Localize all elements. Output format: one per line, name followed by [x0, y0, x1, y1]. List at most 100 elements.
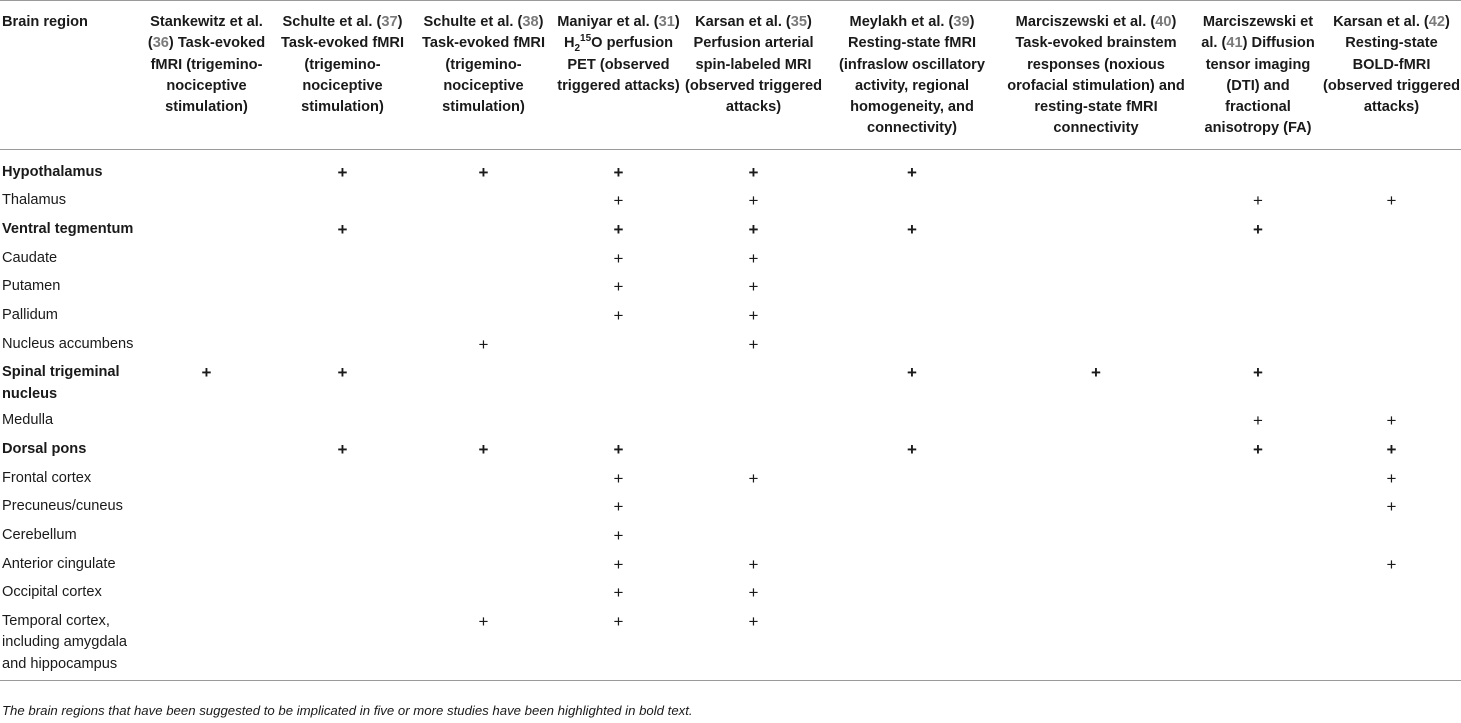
- implicated-mark: +: [613, 220, 624, 240]
- study-cell: +: [556, 465, 681, 494]
- table-row: Precuneus/cuneus + +: [0, 494, 1461, 523]
- study-cell: [998, 331, 1194, 360]
- study-cell: [826, 494, 998, 523]
- study-cell: [274, 274, 411, 303]
- study-cell: +: [681, 245, 826, 274]
- implicated-mark: +: [478, 162, 489, 182]
- study-cell: +: [556, 522, 681, 551]
- reference-link[interactable]: 36: [152, 35, 169, 52]
- reference-link[interactable]: 42: [1428, 14, 1446, 30]
- study-cell: +: [1194, 216, 1322, 245]
- implicated-mark: +: [748, 334, 759, 354]
- study-cell: +: [1322, 408, 1461, 437]
- reference-link[interactable]: 38: [522, 14, 539, 30]
- study-cell: [411, 408, 556, 437]
- reference-link[interactable]: 35: [790, 14, 808, 30]
- study-cell: [274, 331, 411, 360]
- study-cell: +: [556, 436, 681, 465]
- implicated-mark: +: [613, 468, 624, 488]
- implicated-mark: +: [907, 363, 917, 383]
- reference-link[interactable]: 31: [658, 14, 675, 30]
- study-cell: [998, 245, 1194, 274]
- study-cell: [998, 149, 1194, 187]
- column-header-title: Karsan et al. (: [1333, 14, 1429, 30]
- study-cell: +: [1322, 188, 1461, 217]
- study-cell: [1194, 608, 1322, 680]
- study-cell: +: [1322, 494, 1461, 523]
- table-row: Spinal trigeminal nucleus + + + + +: [0, 360, 1461, 408]
- study-cell: [998, 494, 1194, 523]
- study-cell: [826, 274, 998, 303]
- implicated-mark: +: [748, 468, 759, 488]
- study-cell: [556, 408, 681, 437]
- study-cell: +: [998, 360, 1194, 408]
- study-cell: [139, 580, 274, 609]
- study-cell: +: [681, 149, 826, 187]
- tracer-superscript: 15: [580, 33, 592, 45]
- study-cell: +: [411, 436, 556, 465]
- study-cell: [1194, 465, 1322, 494]
- study-cell: [998, 580, 1194, 609]
- reference-link[interactable]: 39: [953, 14, 970, 30]
- column-header-method: ) Perfusion arterial spin-labeled MRI (o…: [684, 14, 823, 116]
- table-row: Cerebellum +: [0, 522, 1461, 551]
- implicated-mark: +: [478, 440, 489, 460]
- implicated-mark: +: [613, 162, 624, 182]
- table-row: Ventral tegmentum + + + + +: [0, 216, 1461, 245]
- implicated-mark: +: [748, 191, 759, 211]
- study-cell: [826, 608, 998, 680]
- study-cell: [1322, 149, 1461, 187]
- study-cell: [998, 436, 1194, 465]
- study-cell: [826, 408, 998, 437]
- column-header-title: Schulte et al. (: [423, 14, 523, 30]
- study-cell: +: [681, 551, 826, 580]
- study-cell: +: [826, 436, 998, 465]
- column-header-study: Maniyar et al. (31) H215O perfusion PET …: [556, 1, 681, 150]
- study-cell: [998, 608, 1194, 680]
- study-cell: [1194, 302, 1322, 331]
- tracer-formula: H215O perfusion PET (observed triggered …: [557, 33, 679, 94]
- brain-region-table: Brain region Stankewitz et al. (36) Task-…: [0, 0, 1461, 681]
- study-cell: [139, 302, 274, 331]
- study-cell: [274, 580, 411, 609]
- implicated-mark: +: [1253, 220, 1263, 240]
- study-cell: [1194, 551, 1322, 580]
- column-header-study: Marciszewski et al. (41) Diffusion tenso…: [1194, 1, 1322, 150]
- study-cell: [411, 216, 556, 245]
- brain-region-cell: Anterior cingulate: [2, 555, 116, 572]
- table-row: Thalamus + + + +: [0, 188, 1461, 217]
- study-cell: [411, 551, 556, 580]
- column-header-title: Schulte et al. (: [282, 14, 382, 30]
- implicated-mark: +: [907, 220, 917, 240]
- study-cell: [826, 522, 998, 551]
- implicated-mark: +: [1253, 411, 1263, 431]
- reference-link[interactable]: 37: [381, 14, 398, 30]
- table-row: Medulla + +: [0, 408, 1461, 437]
- study-cell: +: [556, 188, 681, 217]
- implicated-mark: +: [201, 363, 212, 383]
- brain-region-cell: Medulla: [2, 412, 54, 429]
- implicated-mark: +: [748, 277, 759, 297]
- study-cell: [826, 331, 998, 360]
- study-cell: [826, 188, 998, 217]
- implicated-mark: +: [748, 162, 759, 182]
- implicated-mark: +: [337, 220, 348, 240]
- column-header-method: ) Task-evoked brainstem responses (noxio…: [1007, 14, 1185, 137]
- implicated-mark: +: [478, 612, 489, 632]
- study-cell: [998, 216, 1194, 245]
- reference-link[interactable]: 41: [1226, 35, 1243, 52]
- implicated-mark: +: [1091, 363, 1101, 383]
- implicated-mark: +: [1253, 191, 1263, 211]
- implicated-mark: +: [1253, 363, 1263, 383]
- study-cell: [1322, 580, 1461, 609]
- study-cell: +: [556, 494, 681, 523]
- implicated-mark: +: [613, 583, 624, 603]
- study-cell: +: [139, 360, 274, 408]
- table-row: Caudate + +: [0, 245, 1461, 274]
- study-cell: +: [411, 608, 556, 680]
- implicated-mark: +: [1386, 468, 1397, 488]
- reference-link[interactable]: 40: [1155, 14, 1172, 30]
- study-cell: [556, 360, 681, 408]
- study-cell: +: [681, 608, 826, 680]
- study-cell: +: [681, 274, 826, 303]
